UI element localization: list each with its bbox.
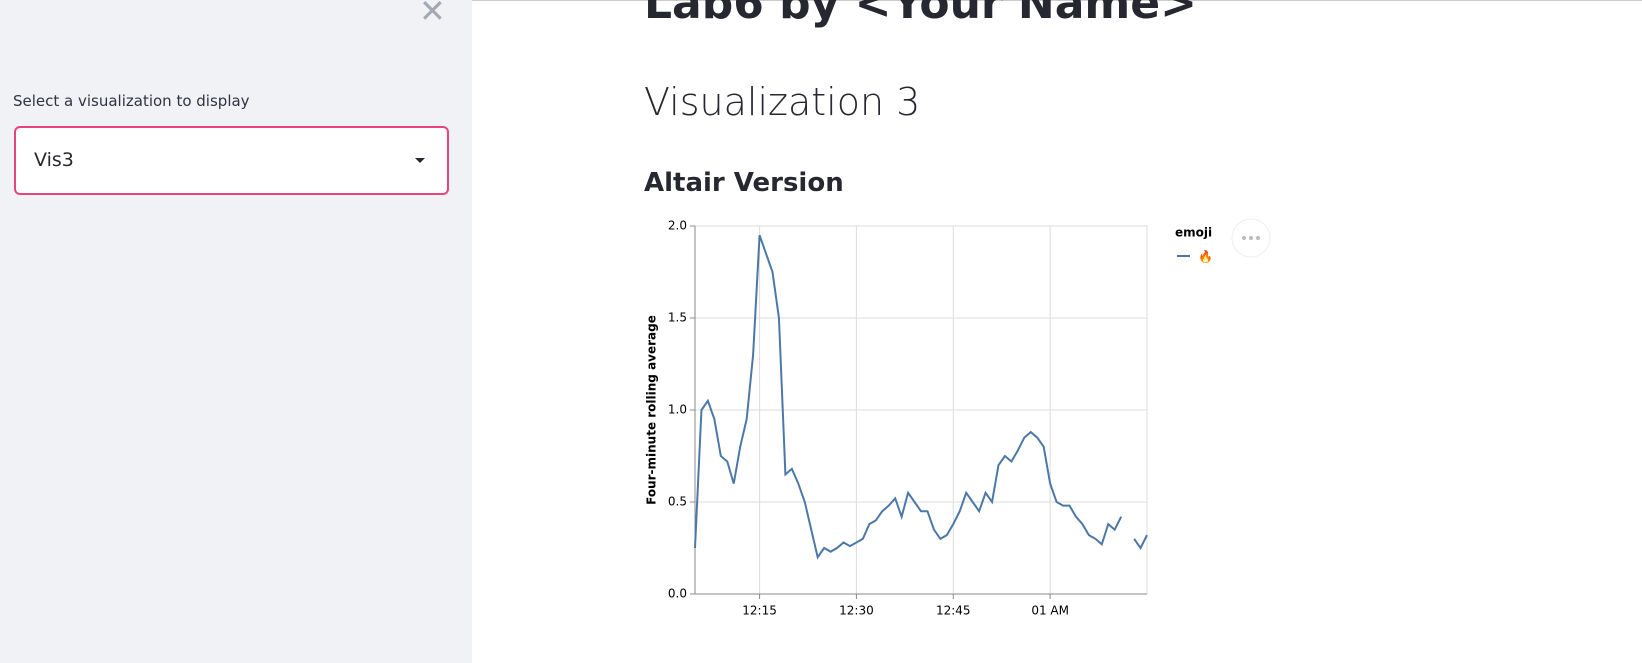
x-tick-label: 12:45 — [936, 604, 971, 618]
legend-title: emoji — [1175, 226, 1212, 240]
subheading: Altair Version — [644, 168, 844, 198]
y-axis-title: Four-minute rolling average — [645, 315, 659, 505]
x-tick-label: 01 AM — [1031, 604, 1069, 618]
menu-dot — [1256, 236, 1260, 240]
y-tick-label: 0.0 — [668, 587, 687, 601]
sidebar: ✕ Select a visualization to display Vis3 — [0, 0, 472, 663]
caret — [415, 158, 425, 163]
line — [694, 234, 1148, 560]
top-border — [0, 0, 1642, 1]
select-label: Select a visualization to display — [13, 92, 250, 110]
y-tick-label: 2.0 — [668, 219, 687, 233]
menu-dot — [1249, 236, 1253, 240]
x-tick-label: 12:15 — [742, 604, 777, 618]
close-button[interactable]: ✕ — [419, 0, 446, 30]
select-value: Vis3 — [34, 149, 74, 171]
y-tick-label: 1.0 — [668, 403, 687, 417]
y-tick-label: 1.5 — [668, 311, 687, 325]
y-tick-label: 0.5 — [668, 495, 687, 509]
legend-label: 🔥 — [1198, 250, 1213, 264]
menu-dot — [1242, 236, 1246, 240]
select-box[interactable]: Vis3 — [14, 126, 449, 195]
page-title: Lab6 by <Your Name> — [644, 0, 1197, 29]
x-tick-label: 12:30 — [839, 604, 874, 618]
heading: Visualization 3 — [644, 80, 921, 124]
